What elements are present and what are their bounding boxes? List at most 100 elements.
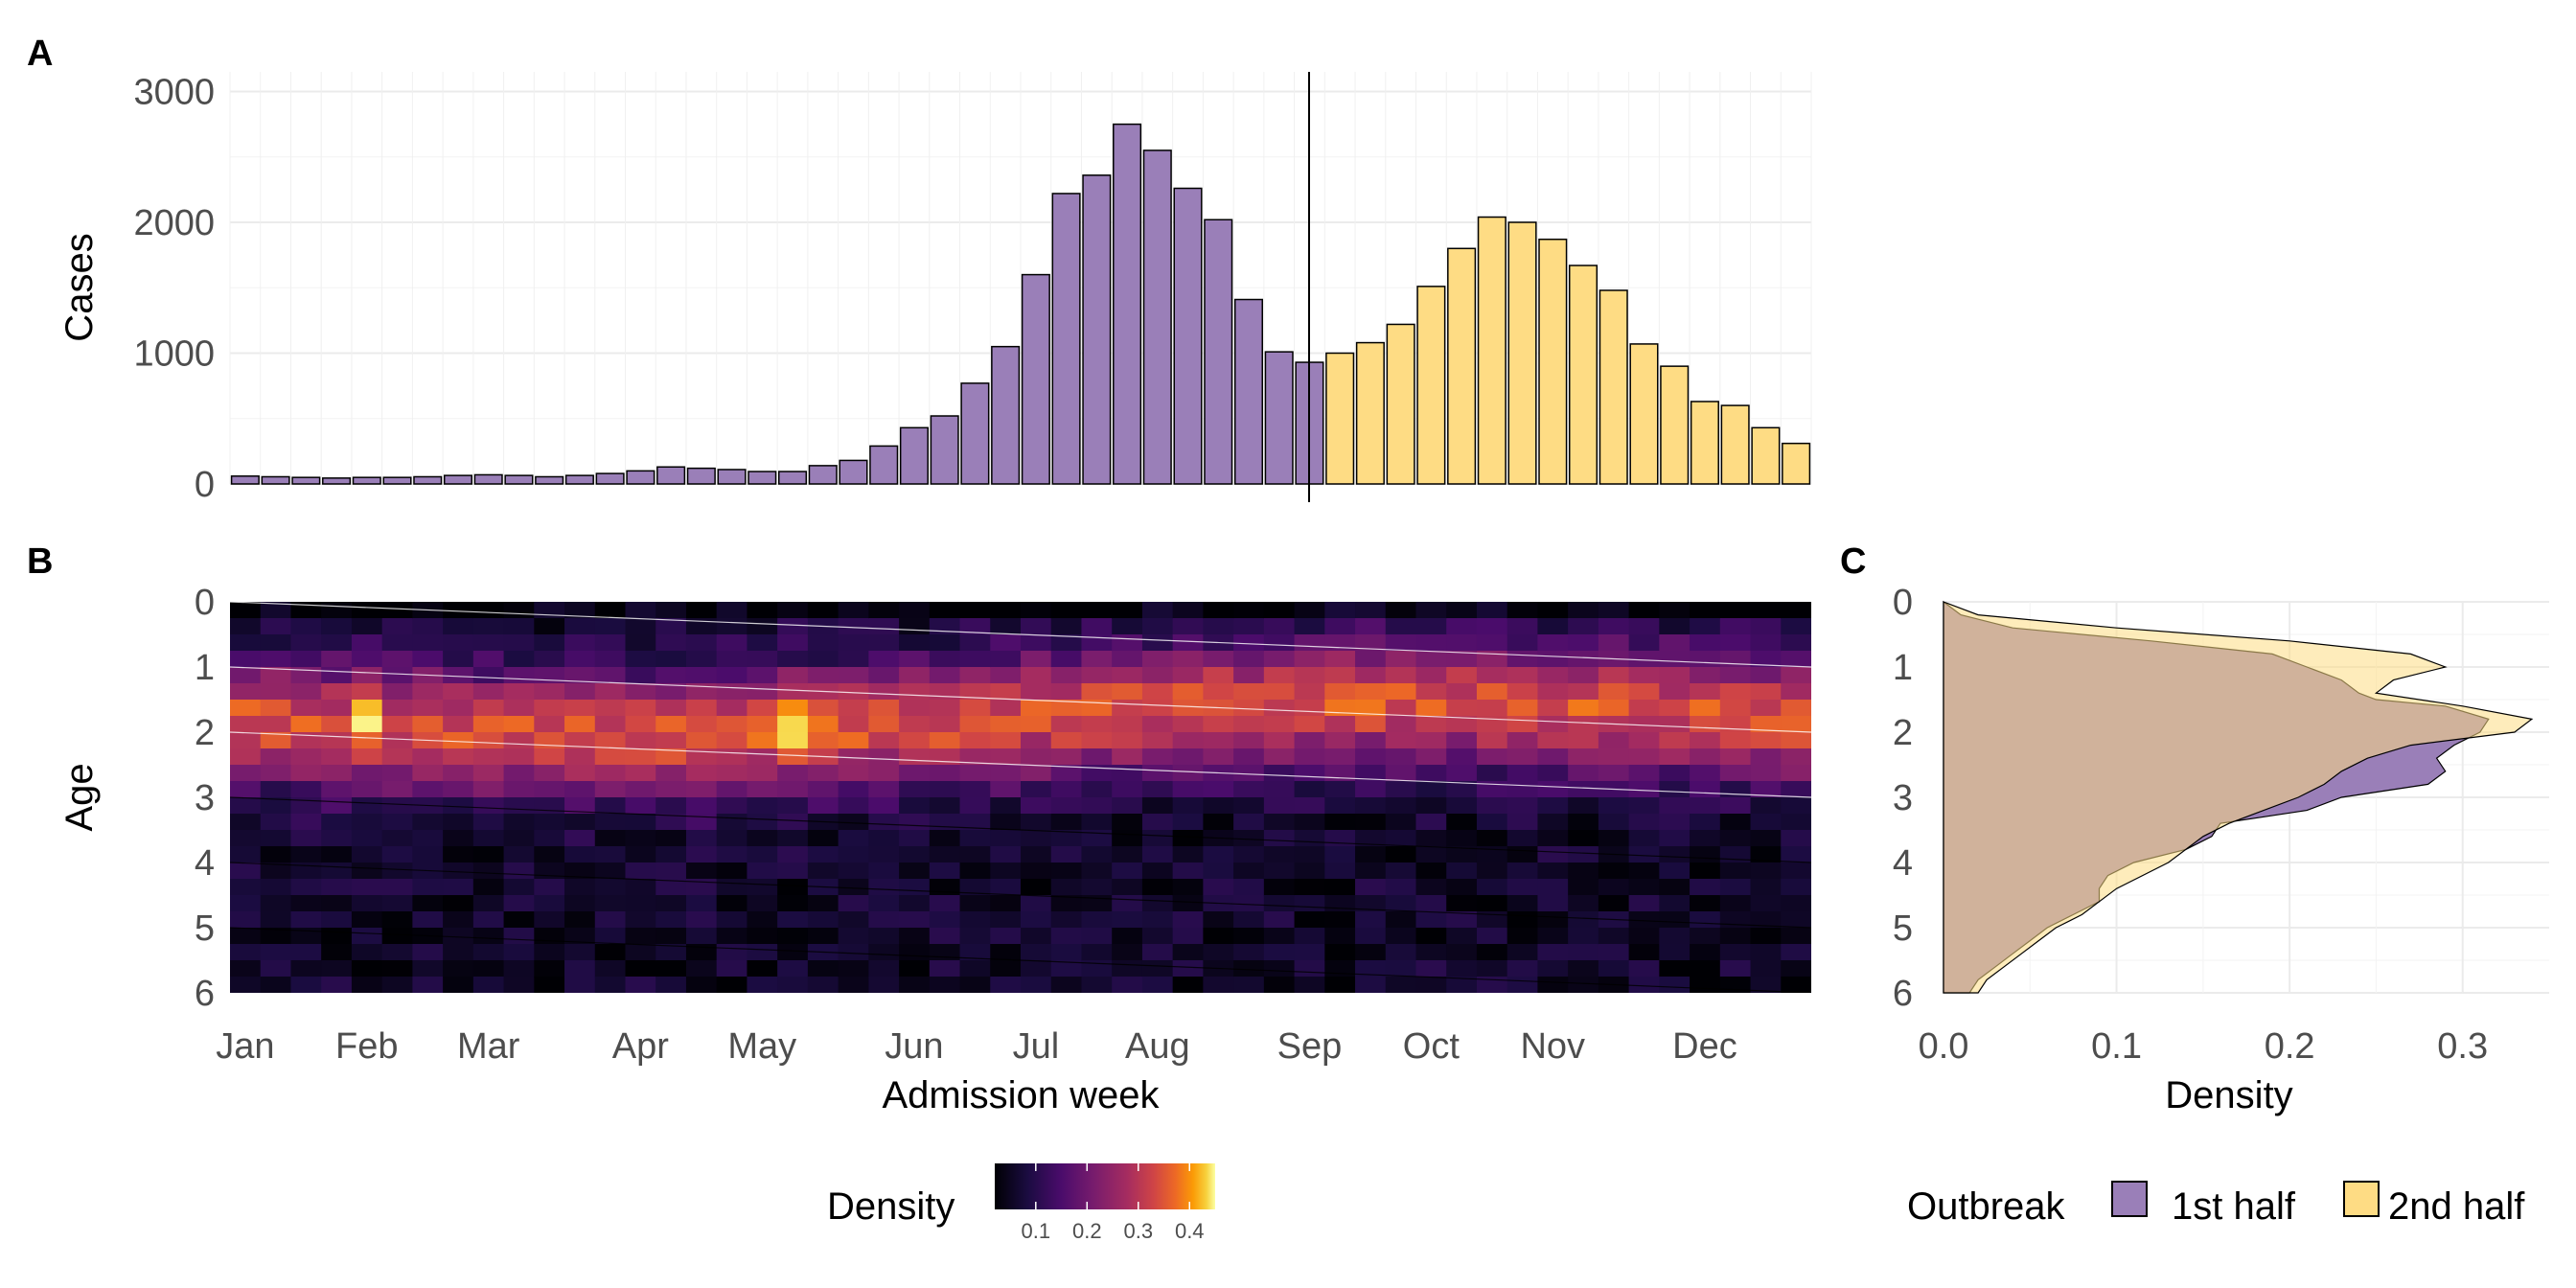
heatmap-cell	[716, 618, 748, 635]
heatmap-cell	[1659, 797, 1690, 815]
heatmap-cell	[1568, 846, 1599, 863]
b-x-tick-label: Dec	[1672, 1026, 1737, 1067]
heatmap-cell	[1628, 846, 1660, 863]
heatmap-cell	[625, 634, 656, 652]
heatmap-cell	[685, 667, 718, 684]
heatmap-cell	[564, 928, 596, 945]
heatmap-cell	[381, 700, 413, 717]
heatmap-cell	[594, 716, 627, 733]
heatmap-cell	[1598, 602, 1630, 619]
heatmap-cell	[1659, 814, 1690, 831]
heatmap-cell	[838, 911, 869, 929]
heatmap-cell	[1172, 814, 1204, 831]
heatmap-cell	[381, 960, 413, 978]
heatmap-cell	[1294, 781, 1325, 798]
panel-a-bars	[230, 123, 1811, 485]
heatmap-cell	[1598, 683, 1630, 701]
heatmap-cell	[747, 634, 778, 652]
heatmap-cell	[1415, 830, 1447, 847]
heatmap-cell	[1690, 602, 1721, 619]
heatmap-cell	[656, 732, 687, 749]
panel-a-y-axis-title: Cases	[58, 233, 101, 341]
heatmap-cell	[503, 830, 535, 847]
heatmap-cell	[747, 748, 778, 766]
heatmap-cell	[443, 879, 474, 896]
c-y-tick-label: 1	[1893, 648, 1913, 688]
heatmap-cell	[1446, 928, 1478, 945]
heatmap-cell	[1476, 765, 1508, 782]
heatmap-cell	[1172, 634, 1204, 652]
heatmap-cell	[1233, 683, 1265, 701]
heatmap-cell	[351, 911, 383, 929]
heatmap-cell	[1598, 960, 1630, 978]
a-bar	[261, 475, 290, 485]
heatmap-cell	[321, 814, 353, 831]
heatmap-cell	[1203, 781, 1234, 798]
heatmap-cell	[1659, 895, 1690, 912]
heatmap-cell	[747, 716, 778, 733]
heatmap-cell	[351, 977, 383, 993]
heatmap-cell	[260, 895, 292, 912]
heatmap-cell	[1050, 618, 1083, 635]
heatmap-cell	[1446, 944, 1478, 961]
heatmap-cell	[594, 748, 627, 766]
heatmap-cell	[625, 895, 656, 912]
heatmap-cell	[716, 683, 748, 701]
heatmap-cell	[685, 732, 718, 749]
heatmap-cell	[1021, 879, 1052, 896]
heatmap-cell	[534, 667, 565, 684]
heatmap-cell	[1263, 879, 1296, 896]
heatmap-cell	[1568, 765, 1599, 782]
heatmap-cell	[1050, 879, 1083, 896]
heatmap-cell	[1446, 700, 1478, 717]
heatmap-cell	[929, 944, 961, 961]
heatmap-cell	[868, 651, 900, 668]
heatmap-cell	[1324, 944, 1356, 961]
heatmap-cell	[290, 797, 322, 815]
b-x-tick-label: Mar	[457, 1026, 520, 1067]
heatmap-cell	[1081, 879, 1113, 896]
heatmap-cell	[412, 781, 444, 798]
heatmap-cell	[351, 846, 383, 863]
heatmap-cell	[838, 781, 869, 798]
heatmap-cell	[1172, 862, 1204, 880]
heatmap-cell	[1659, 634, 1690, 652]
heatmap-cell	[472, 797, 505, 815]
heatmap-cell	[929, 814, 961, 831]
heatmap-cell	[1690, 716, 1721, 733]
heatmap-cell	[1050, 830, 1083, 847]
heatmap-cell	[412, 846, 444, 863]
heatmap-cell	[656, 748, 687, 766]
heatmap-cell	[1719, 781, 1752, 798]
panel-b-x-ticks: Jan Feb Mar Apr May Jun Jul Aug Sep Oct Nov Dec	[216, 1026, 1737, 1067]
heatmap-cell	[1112, 651, 1143, 668]
heatmap-cell	[1568, 716, 1599, 733]
heatmap-cell	[564, 977, 596, 993]
heatmap-cell	[1446, 830, 1478, 847]
heatmap-cell	[1659, 960, 1690, 978]
heatmap-cell	[625, 651, 656, 668]
heatmap-cell	[1690, 879, 1721, 896]
heatmap-cell	[1203, 748, 1234, 766]
heatmap-cell	[1690, 895, 1721, 912]
heatmap-cell	[1021, 928, 1052, 945]
heatmap-cell	[838, 748, 869, 766]
heatmap-cell	[534, 977, 565, 993]
c-y-tick-label: 6	[1893, 974, 1913, 1014]
heatmap-cell	[1568, 977, 1599, 993]
heatmap-cell	[1141, 700, 1174, 717]
heatmap-cell	[656, 879, 687, 896]
heatmap-cell	[990, 830, 1022, 847]
heatmap-cell	[656, 781, 687, 798]
heatmap-cell	[534, 862, 565, 880]
heatmap-cell	[685, 911, 718, 929]
heatmap-cell	[899, 748, 931, 766]
a-bar	[839, 459, 868, 485]
heatmap-cell	[1719, 928, 1752, 945]
heatmap-cell	[594, 928, 627, 945]
heatmap-cell	[959, 879, 991, 896]
a-bar	[595, 472, 625, 485]
heatmap-cell	[1537, 651, 1569, 668]
heatmap-cell	[1021, 700, 1052, 717]
